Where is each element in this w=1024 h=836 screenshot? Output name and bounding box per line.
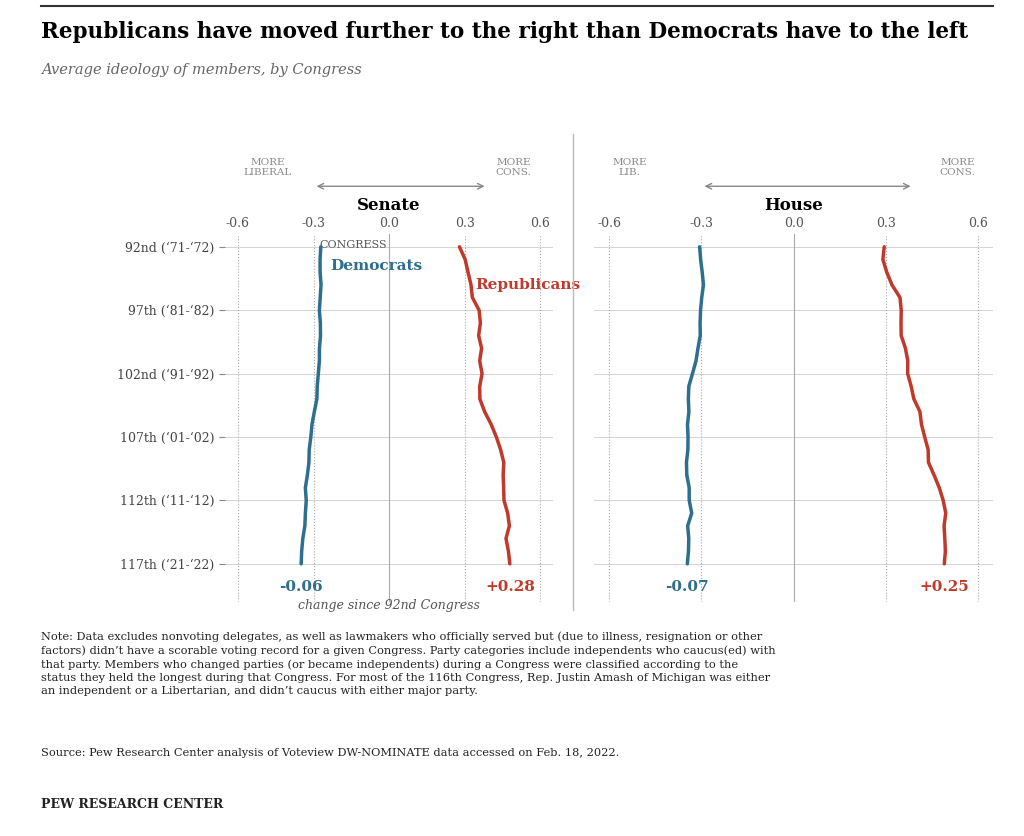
Text: Republicans have moved further to the right than Democrats have to the left: Republicans have moved further to the ri… (41, 21, 968, 43)
Text: Note: Data excludes nonvoting delegates, as well as lawmakers who officially ser: Note: Data excludes nonvoting delegates,… (41, 631, 775, 696)
Text: Average ideology of members, by Congress: Average ideology of members, by Congress (41, 63, 361, 77)
Text: change since 92nd Congress: change since 92nd Congress (298, 599, 480, 613)
Text: House: House (764, 196, 823, 214)
Text: MORE
LIBERAL: MORE LIBERAL (244, 158, 292, 177)
Text: PEW RESEARCH CENTER: PEW RESEARCH CENTER (41, 798, 223, 812)
Text: Republicans: Republicans (475, 278, 581, 293)
Text: +0.25: +0.25 (920, 580, 969, 594)
Text: Democrats: Democrats (330, 259, 422, 273)
Text: MORE
CONS.: MORE CONS. (496, 158, 531, 177)
Text: -0.07: -0.07 (666, 580, 710, 594)
Text: -0.06: -0.06 (280, 580, 323, 594)
Text: CONGRESS: CONGRESS (319, 241, 387, 251)
Text: +0.28: +0.28 (485, 580, 535, 594)
Text: Source: Pew Research Center analysis of Voteview DW-NOMINATE data accessed on Fe: Source: Pew Research Center analysis of … (41, 748, 620, 758)
Text: Senate: Senate (357, 196, 421, 214)
Text: MORE
CONS.: MORE CONS. (939, 158, 975, 177)
Text: MORE
LIB.: MORE LIB. (612, 158, 647, 177)
